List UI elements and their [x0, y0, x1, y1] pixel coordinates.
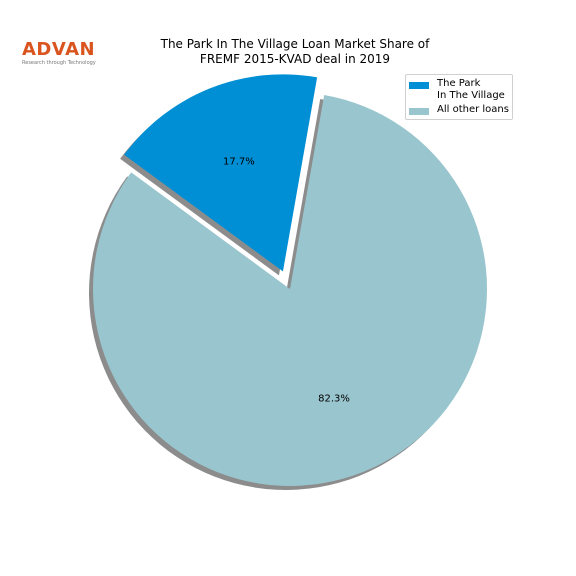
legend-swatch-the-park [409, 82, 429, 89]
slice-value-label-all-other-loans: 82.3% [318, 394, 350, 405]
legend-swatch-all-other-loans [409, 108, 429, 115]
pie-slice-all-other-loans [93, 94, 488, 486]
chart-legend: The Park In The Village All other loans [405, 74, 513, 120]
advan-logo: ADVAN Research through Technology [22, 39, 96, 67]
legend-label-all-other-loans: All other loans [437, 104, 509, 115]
logo-wordmark: ADVAN [22, 39, 96, 60]
legend-item-all-other-loans: All other loans [409, 104, 509, 116]
legend-item-the-park: The Park In The Village [409, 78, 505, 102]
logo-tagline: Research through Technology [22, 60, 96, 66]
slice-value-label-the-park-in-the-village: 17.7% [223, 157, 255, 168]
legend-label-the-park: The Park In The Village [437, 78, 505, 101]
pie-slice-the-park-in-the-village [124, 74, 318, 272]
chart-title-line-2: FREMF 2015-KVAD deal in 2019 [199, 52, 391, 66]
chart-title-line-1: The Park In The Village Loan Market Shar… [160, 37, 430, 51]
